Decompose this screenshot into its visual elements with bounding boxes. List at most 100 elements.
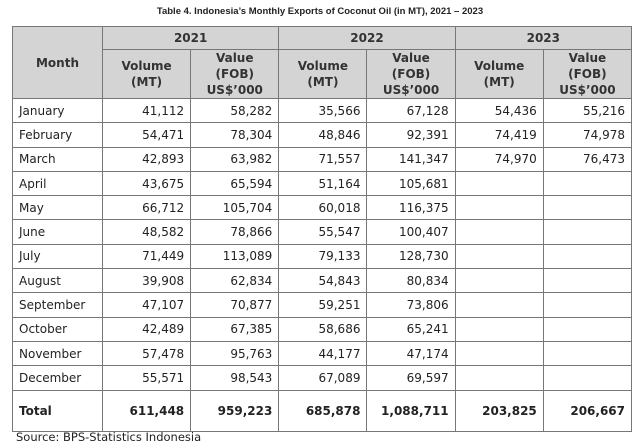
data-row: January 41,112 58,282 35,566 67,128 54,436 55,… — [12, 97, 633, 124]
column-header: Volume (MT) — [454, 49, 544, 99]
cell: 92,391 — [366, 122, 456, 148]
empty-cell — [454, 365, 544, 391]
total-label: Total — [12, 389, 103, 432]
empty-cell — [454, 170, 544, 197]
cell: 105,681 — [366, 170, 456, 197]
cell: 62,834 — [190, 268, 280, 294]
month-cell: October — [12, 316, 103, 342]
empty-cell — [454, 243, 544, 270]
year-header: 2021 — [101, 26, 280, 50]
header-line: (MT) — [131, 75, 163, 89]
cell: 42,489 — [101, 316, 192, 342]
month-cell: January — [12, 97, 103, 124]
empty-cell — [542, 219, 633, 245]
cell: 57,478 — [101, 340, 192, 367]
cell: 74,978 — [542, 122, 633, 148]
cell: 54,436 — [454, 97, 544, 124]
month-cell: September — [12, 292, 103, 318]
header-line: Value (FOB) — [568, 51, 607, 81]
data-row: April 43,675 65,594 51,164 105,681 — [12, 170, 633, 197]
data-row: March 42,893 63,982 71,557 141,347 74,970 76,4… — [12, 146, 633, 172]
cell: 41,112 — [101, 97, 192, 124]
column-header: Volume (MT) — [101, 49, 192, 99]
empty-cell — [454, 219, 544, 245]
cell: 44,177 — [278, 340, 368, 367]
cell: 55,216 — [542, 97, 633, 124]
empty-cell — [454, 195, 544, 221]
cell: 78,304 — [190, 122, 280, 148]
data-row: June 48,582 78,866 55,547 100,407 — [12, 219, 633, 245]
cell: 78,866 — [190, 219, 280, 245]
data-row: September 47,107 70,877 59,251 73,806 — [12, 292, 633, 318]
cell: 67,128 — [366, 97, 456, 124]
cell: 51,164 — [278, 170, 368, 197]
column-header: Value (FOB) US$’000 — [190, 49, 280, 99]
total-cell: 611,448 — [101, 389, 192, 432]
month-header: Month — [12, 26, 103, 99]
cell: 128,730 — [366, 243, 456, 270]
cell: 100,407 — [366, 219, 456, 245]
month-cell: February — [12, 122, 103, 148]
total-cell: 685,878 — [278, 389, 368, 432]
empty-cell — [542, 243, 633, 270]
cell: 58,282 — [190, 97, 280, 124]
cell: 141,347 — [366, 146, 456, 172]
month-cell: November — [12, 340, 103, 367]
month-cell: May — [12, 195, 103, 221]
cell: 73,806 — [366, 292, 456, 318]
cell: 80,834 — [366, 268, 456, 294]
cell: 74,419 — [454, 122, 544, 148]
cell: 54,471 — [101, 122, 192, 148]
total-cell: 206,667 — [542, 389, 633, 432]
subheader-row: Volume (MT) Value (FOB) US$’000 Volume (MT) Va… — [13, 49, 633, 99]
year-header: 2022 — [278, 26, 456, 50]
cell: 63,982 — [190, 146, 280, 172]
table-title: Table 4. Indonesia’s Monthly Exports of … — [156, 6, 484, 17]
cell: 70,877 — [190, 292, 280, 318]
empty-cell — [454, 340, 544, 367]
month-cell: August — [12, 268, 103, 294]
empty-cell — [454, 316, 544, 342]
month-cell: July — [12, 243, 103, 270]
empty-cell — [542, 316, 633, 342]
cell: 47,107 — [101, 292, 192, 318]
header-line: Volume — [121, 59, 172, 73]
cell: 55,547 — [278, 219, 368, 245]
total-cell: 959,223 — [190, 389, 280, 432]
source-note: Source: BPS-Statistics Indonesia — [16, 430, 202, 444]
cell: 69,597 — [366, 365, 456, 391]
empty-cell — [542, 365, 633, 391]
cell: 65,594 — [190, 170, 280, 197]
cell: 116,375 — [366, 195, 456, 221]
data-row: December 55,571 98,543 67,089 69,597 — [12, 365, 633, 391]
empty-cell — [542, 268, 633, 294]
data-row: July 71,449 113,089 79,133 128,730 — [12, 243, 633, 270]
cell: 39,908 — [101, 268, 192, 294]
total-cell: 203,825 — [454, 389, 544, 432]
header-line: US$’000 — [382, 83, 440, 97]
cell: 66,712 — [101, 195, 192, 221]
cell: 47,174 — [366, 340, 456, 367]
cell: 67,089 — [278, 365, 368, 391]
cell: 79,133 — [278, 243, 368, 270]
header-line: Value (FOB) — [391, 51, 431, 81]
cell: 71,557 — [278, 146, 368, 172]
data-row: February 54,471 78,304 48,846 92,391 74,419 74… — [12, 122, 633, 148]
cell: 113,089 — [190, 243, 280, 270]
empty-cell — [454, 268, 544, 294]
month-cell: December — [12, 365, 103, 391]
empty-cell — [454, 292, 544, 318]
column-header: Value (FOB) US$’000 — [542, 49, 633, 99]
column-header: Volume (MT) — [278, 49, 368, 99]
month-cell: March — [12, 146, 103, 172]
header-line: Value (FOB) — [215, 51, 254, 81]
cell: 76,473 — [542, 146, 633, 172]
cell: 98,543 — [190, 365, 280, 391]
data-row: May 66,712 105,704 60,018 116,375 — [12, 195, 633, 221]
cell: 48,582 — [101, 219, 192, 245]
header-line: Volume — [474, 59, 525, 73]
cell: 35,566 — [278, 97, 368, 124]
data-row: August 39,908 62,834 54,843 80,834 — [12, 268, 633, 294]
year-row: Month 2021 2022 2023 — [12, 26, 633, 99]
